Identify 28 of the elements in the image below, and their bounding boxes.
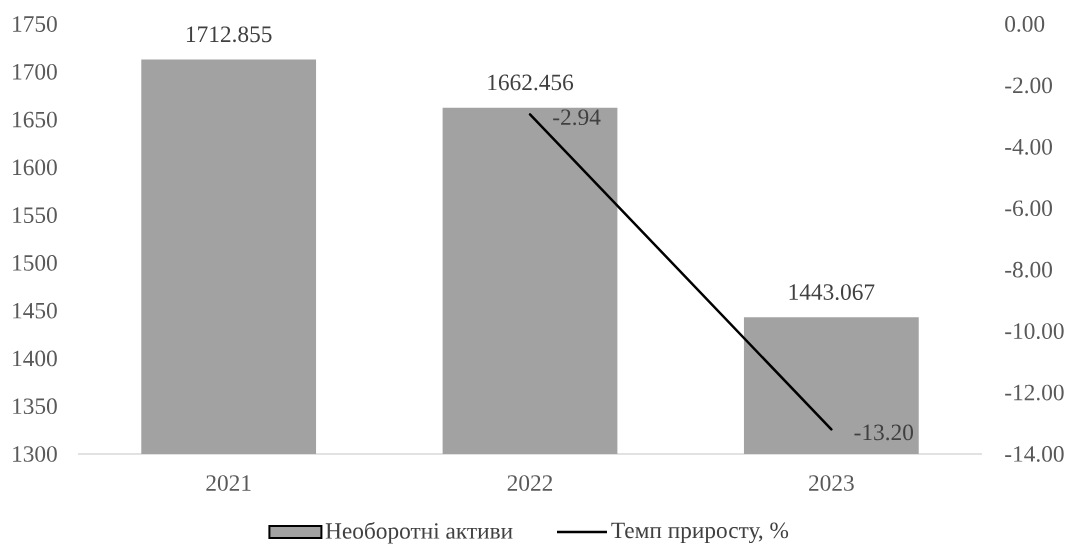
y-tick-label: 1450 xyxy=(13,302,57,319)
y2-tick-label: 0.00 xyxy=(1005,16,1045,32)
data-label: 1712.855 xyxy=(186,26,272,43)
y-tick-label: 1700 xyxy=(13,63,57,80)
data-label: 1662.456 xyxy=(488,74,574,91)
y2-tick-label: -6.00 xyxy=(1005,200,1052,217)
data-label: 1443.067 xyxy=(789,284,875,301)
y2-tick-label: -2.00 xyxy=(1005,77,1052,94)
y-tick-label: 1350 xyxy=(13,398,57,415)
y2-tick-label: -10.00 xyxy=(1005,323,1064,340)
x-tick-label: 2023 xyxy=(809,475,854,491)
y2-tick-label: -14.00 xyxy=(1005,446,1064,462)
x-tick-label: 2021 xyxy=(206,475,251,491)
data-label: -2.94 xyxy=(553,109,601,126)
y-tick-label: 1300 xyxy=(13,446,57,462)
y-tick-label: 1600 xyxy=(13,159,57,176)
y2-tick-label: -12.00 xyxy=(1005,384,1064,401)
legend-label: Необоротні активи xyxy=(325,521,513,544)
y-tick-label: 1650 xyxy=(13,111,57,128)
y-tick-label: 1400 xyxy=(13,350,57,367)
x-tick-label: 2022 xyxy=(507,475,553,491)
y-tick-label: 1500 xyxy=(13,255,57,271)
data-label: -13.20 xyxy=(854,424,913,441)
y2-tick-label: -4.00 xyxy=(1005,138,1052,155)
y-tick-label: 1750 xyxy=(13,16,57,32)
y-tick-label: 1550 xyxy=(13,207,57,223)
y2-tick-label: -8.00 xyxy=(1005,261,1052,278)
legend-label: Темп приросту, % xyxy=(611,522,789,544)
